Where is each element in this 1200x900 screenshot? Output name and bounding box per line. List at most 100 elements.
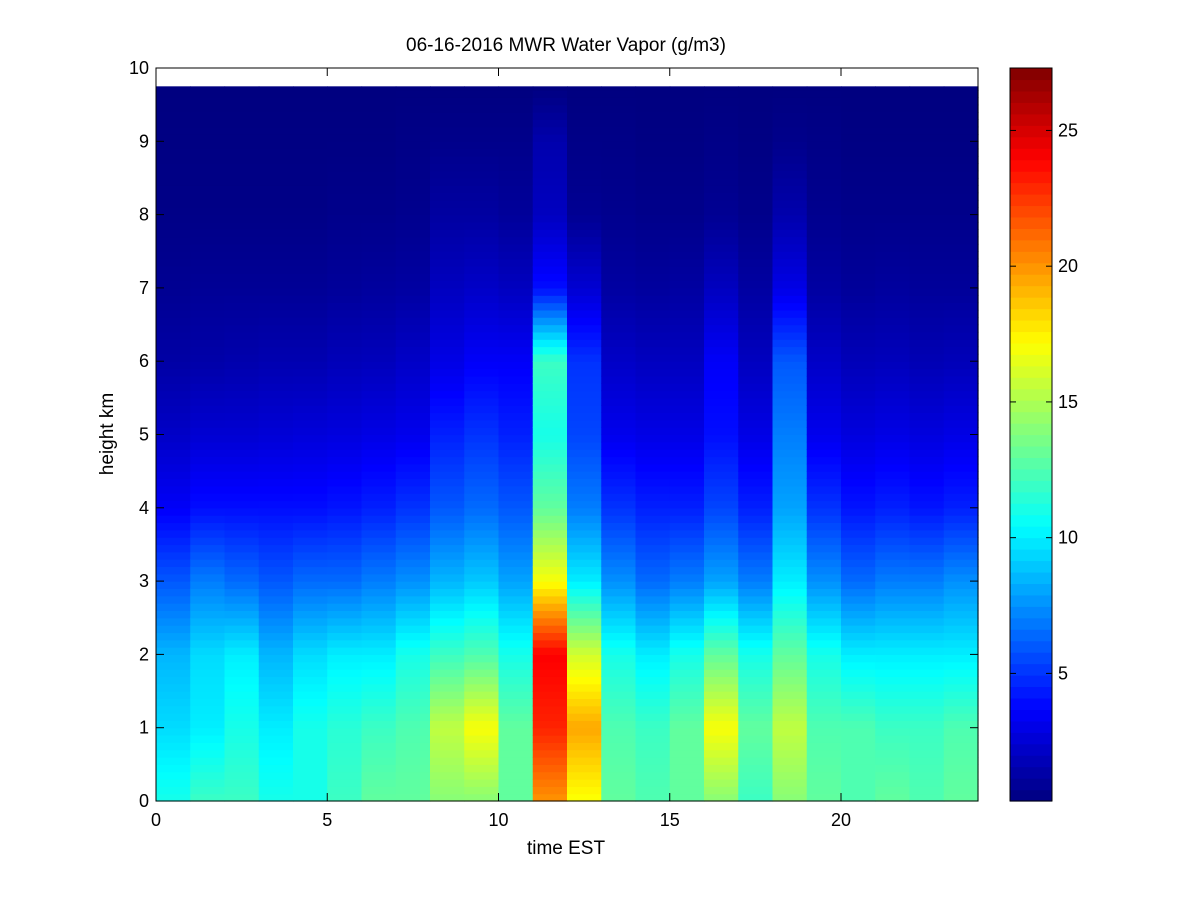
heatmap-cell <box>327 617 363 626</box>
heatmap-cell <box>909 676 945 685</box>
heatmap-cell <box>156 625 191 634</box>
heatmap-cell <box>327 236 363 245</box>
heatmap-cell <box>464 691 500 699</box>
heatmap-cell <box>806 346 842 355</box>
heatmap-cell <box>943 397 979 406</box>
colorbar-swatch <box>1010 503 1052 516</box>
heatmap-cell <box>738 698 774 707</box>
heatmap-cell <box>498 720 534 729</box>
heatmap-cell <box>635 412 671 421</box>
heatmap-cell <box>669 676 705 685</box>
heatmap-cell <box>669 617 705 626</box>
heatmap-cell <box>430 317 465 326</box>
heatmap-cell <box>772 375 808 384</box>
heatmap-cell <box>258 478 294 487</box>
heatmap-cell <box>395 243 431 252</box>
heatmap-cell <box>601 713 637 721</box>
heatmap-cell <box>464 493 500 502</box>
heatmap-cell <box>224 199 260 208</box>
heatmap-cell <box>190 126 226 135</box>
heatmap-cell <box>224 192 260 201</box>
heatmap-cell <box>943 324 979 333</box>
heatmap-cell <box>841 647 876 655</box>
heatmap-cell <box>156 390 191 399</box>
heatmap-cell <box>909 199 945 208</box>
heatmap-cell <box>669 339 705 348</box>
heatmap-cell <box>156 339 191 348</box>
heatmap-cell <box>669 324 705 333</box>
heatmap-cell <box>395 551 431 560</box>
heatmap-cell <box>361 170 397 179</box>
heatmap-cell <box>498 793 534 802</box>
heatmap-cell <box>532 463 568 472</box>
heatmap-cell <box>841 177 876 186</box>
heatmap-cell <box>567 427 602 436</box>
heatmap-cell <box>293 141 328 150</box>
heatmap-cell <box>190 529 226 538</box>
heatmap-cell <box>841 485 876 494</box>
heatmap-cell <box>669 265 705 274</box>
heatmap-cell <box>772 339 808 348</box>
heatmap-cell <box>738 595 774 604</box>
heatmap-cell <box>841 273 876 282</box>
heatmap-cell <box>327 625 363 634</box>
heatmap-cell <box>772 581 808 590</box>
heatmap-cell <box>498 170 534 179</box>
heatmap-cell <box>532 163 568 172</box>
heatmap-cell <box>635 632 671 641</box>
heatmap-cell <box>909 456 945 465</box>
heatmap-cell <box>635 698 671 707</box>
heatmap-cell <box>669 581 705 590</box>
heatmap-cell <box>704 485 739 494</box>
heatmap-cell <box>772 566 808 575</box>
heatmap-cell <box>875 163 911 172</box>
heatmap-cell <box>567 214 602 223</box>
heatmap-cell <box>635 757 671 765</box>
heatmap-cell <box>806 793 842 802</box>
heatmap-cell <box>669 375 705 384</box>
heatmap-cell <box>635 705 671 714</box>
heatmap-cell <box>156 529 191 538</box>
heatmap-cell <box>567 639 602 648</box>
heatmap-cell <box>704 522 739 531</box>
heatmap-cell <box>190 771 226 780</box>
heatmap-cell <box>601 654 637 663</box>
heatmap-cell <box>293 331 328 340</box>
heatmap-cell <box>224 632 260 641</box>
heatmap-cell <box>293 229 328 238</box>
heatmap-cell <box>841 221 876 230</box>
heatmap-cell <box>669 669 705 677</box>
heatmap-cell <box>601 89 637 98</box>
heatmap-cell <box>669 683 705 692</box>
heatmap-cell <box>875 478 911 487</box>
heatmap-cell <box>704 309 739 318</box>
heatmap-cell <box>395 698 431 707</box>
heatmap-cell <box>841 89 876 98</box>
heatmap-cell <box>293 221 328 230</box>
heatmap-cell <box>395 419 431 428</box>
heatmap-cell <box>704 720 739 729</box>
colorbar-swatch <box>1010 652 1052 665</box>
heatmap-cell <box>361 185 397 194</box>
heatmap-cell <box>806 419 842 428</box>
heatmap-cell <box>772 89 808 98</box>
heatmap-cell <box>430 485 465 494</box>
heatmap-cell <box>841 713 876 721</box>
heatmap-cell <box>704 353 739 362</box>
heatmap-cell <box>395 735 431 743</box>
heatmap-cell <box>532 705 568 714</box>
heatmap-cell <box>875 581 911 590</box>
heatmap-cell <box>772 390 808 399</box>
heatmap-cell <box>532 236 568 245</box>
heatmap-cell <box>909 258 945 267</box>
heatmap-cell <box>361 757 397 765</box>
heatmap-cell <box>772 258 808 267</box>
heatmap-cell <box>669 192 705 201</box>
heatmap-cell <box>395 346 431 355</box>
heatmap-cell <box>841 258 876 267</box>
heatmap-cell <box>806 199 842 208</box>
heatmap-cell <box>361 588 397 597</box>
heatmap-cell <box>224 603 260 612</box>
heatmap-cell <box>567 104 602 113</box>
heatmap-cell <box>875 720 911 729</box>
